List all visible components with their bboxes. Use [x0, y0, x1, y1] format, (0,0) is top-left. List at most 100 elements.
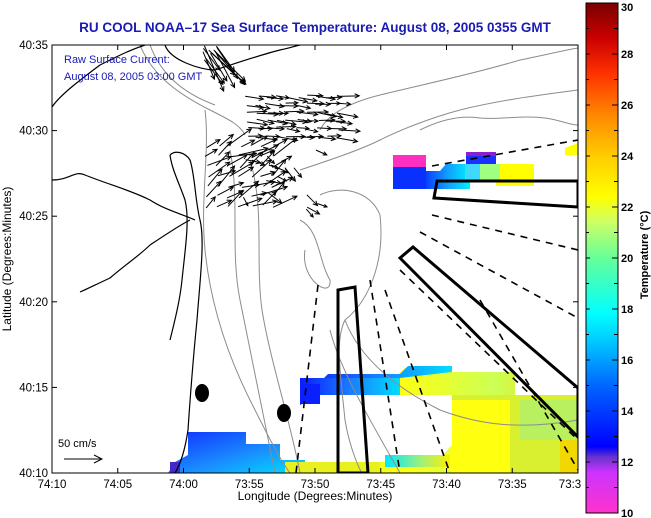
current-vector	[307, 133, 325, 140]
current-vector	[296, 111, 319, 117]
vector-scale-label: 50 cm/s	[58, 438, 97, 450]
current-vector	[216, 199, 233, 208]
current-vector	[285, 100, 300, 106]
current-vector	[208, 49, 246, 84]
current-vector	[305, 118, 320, 124]
current-vector	[298, 97, 318, 103]
track-line	[419, 231, 578, 319]
current-vector	[226, 154, 248, 167]
current-vector	[255, 104, 271, 111]
colorbar-tick-label: 24	[621, 151, 634, 163]
current-vector	[239, 152, 255, 169]
current-vector	[306, 206, 321, 215]
colorbar-tick-label: 14	[621, 406, 634, 418]
current-vector	[247, 121, 269, 127]
track-line	[479, 299, 578, 471]
y-tick-label: 40:15	[19, 382, 48, 394]
current-vector	[226, 128, 253, 147]
current-vector	[306, 194, 319, 207]
current-vector	[286, 128, 301, 134]
sampling-box-2	[397, 245, 578, 440]
sst-patch	[170, 462, 180, 473]
current-vector	[214, 50, 236, 89]
current-vector	[276, 123, 297, 130]
current-vector	[271, 155, 293, 168]
x-tick-label: 73:50	[301, 479, 330, 491]
current-vector	[228, 181, 245, 188]
current-vector	[243, 197, 249, 207]
sst-layer	[168, 143, 578, 473]
sampling-box-3	[336, 285, 370, 473]
current-vector	[273, 137, 298, 157]
current-vector	[258, 94, 277, 100]
colorbar-tick-label: 12	[621, 457, 633, 469]
y-tick-label: 40:10	[19, 468, 48, 480]
current-vectors	[202, 45, 362, 218]
x-axis-title: Longitude (Degrees:Minutes)	[238, 489, 393, 503]
y-tick-label: 40:30	[19, 126, 48, 138]
sampling-lines	[295, 139, 578, 473]
current-vector	[285, 96, 309, 104]
annotation-line-1: Raw Surface Current:	[64, 54, 170, 66]
current-vector	[241, 139, 256, 148]
y-tick-label: 40:35	[19, 40, 48, 52]
track-line	[295, 284, 319, 473]
vector-scale-arrow	[64, 454, 104, 464]
current-vector	[315, 149, 328, 156]
current-vector	[246, 108, 268, 115]
current-vector	[238, 146, 269, 156]
current-vector	[298, 134, 316, 141]
coastline	[52, 45, 301, 473]
sst-patch	[496, 164, 534, 186]
current-vector	[338, 128, 362, 134]
x-tick-label: 74:00	[169, 479, 198, 491]
current-vector	[250, 135, 269, 146]
current-vector	[268, 164, 280, 170]
current-vector	[206, 138, 221, 149]
station-marker-2	[277, 404, 291, 422]
track-line	[399, 269, 578, 441]
current-vector	[246, 104, 265, 110]
current-vector	[215, 151, 231, 167]
current-vector	[208, 161, 231, 178]
track-line	[369, 279, 401, 473]
station-marker-1	[195, 384, 209, 402]
current-vector	[260, 185, 289, 196]
current-vector	[219, 133, 235, 147]
x-tick-label: 73:45	[366, 479, 395, 491]
current-vector	[227, 189, 244, 207]
sst-patch	[393, 167, 426, 189]
x-tick-label: 73:40	[432, 479, 461, 491]
current-vector	[204, 148, 219, 157]
current-vector	[267, 191, 283, 204]
annotation-line-2: August 08, 2005 03:00 GMT	[64, 71, 202, 83]
sst-patch	[168, 432, 305, 473]
sst-patch	[450, 400, 510, 473]
sst-patch	[385, 455, 450, 467]
current-vector	[260, 138, 278, 148]
current-vector	[206, 180, 222, 198]
current-vector	[205, 195, 216, 209]
current-vector	[336, 137, 359, 144]
current-vector	[317, 112, 338, 119]
colorbar-tick-label: 10	[621, 508, 633, 518]
current-vector	[275, 111, 290, 116]
current-vector	[297, 104, 312, 110]
x-tick-label: 73:3	[559, 479, 581, 491]
sst-patch	[466, 152, 496, 156]
current-vector	[305, 128, 319, 134]
sst-patch	[300, 378, 400, 395]
current-vector	[315, 101, 332, 107]
current-vector	[245, 159, 262, 165]
current-vector	[306, 100, 325, 107]
current-vector	[337, 93, 361, 99]
colorbar-tick-label: 16	[621, 355, 633, 367]
current-vector	[238, 166, 255, 177]
y-tick-label: 40:20	[19, 297, 48, 309]
sst-patch	[560, 440, 578, 473]
chart-title: RU COOL NOAA–17 Sea Surface Temperature:…	[79, 20, 551, 35]
current-vector	[252, 144, 280, 158]
sst-patch	[393, 155, 426, 167]
current-vector	[326, 113, 344, 120]
